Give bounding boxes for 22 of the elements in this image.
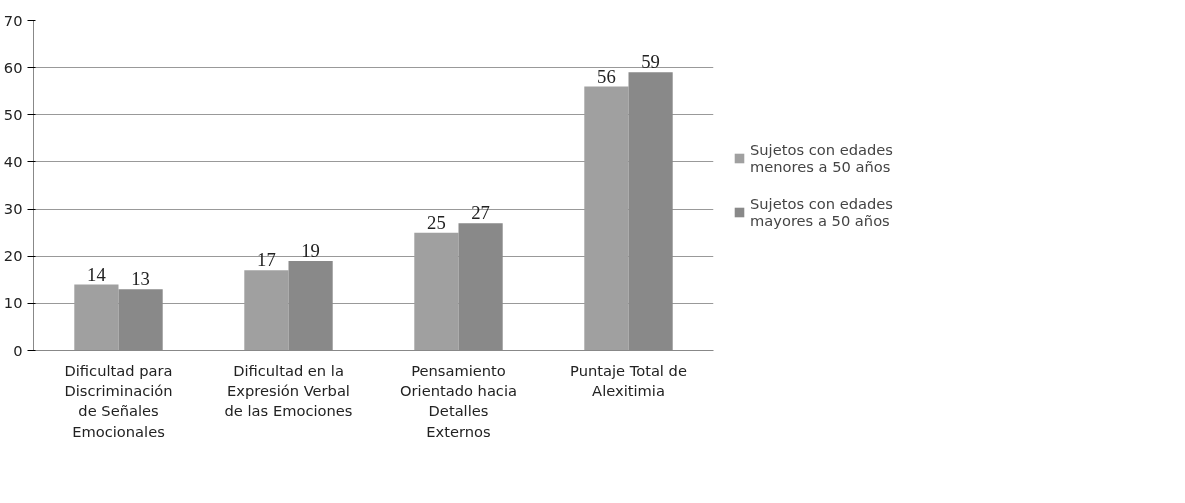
y-tick-label: 50: [3, 105, 23, 123]
legend-label: Sujetos con edades menores a 50 años: [750, 140, 893, 177]
data-label: 19: [301, 239, 320, 261]
y-tick-label: 20: [3, 247, 23, 265]
data-label: 14: [87, 263, 107, 285]
y-tick-label: 70: [3, 11, 23, 29]
y-tick-label: 10: [3, 294, 23, 312]
data-label: 56: [597, 65, 616, 87]
x-tick-label: Dificultad en la Expresión Verbal de las Emociones: [224, 361, 353, 420]
data-label: 17: [257, 249, 276, 271]
y-tick-label: 40: [3, 152, 23, 170]
y-tick-label: 30: [3, 200, 23, 218]
y-tick-label: 60: [3, 58, 23, 76]
y-tick-label: 0: [13, 341, 23, 359]
data-label: 13: [131, 268, 150, 290]
legend-label: Sujetos con edades mayores a 50 años: [750, 194, 893, 231]
x-tick-label: Puntaje Total de Alexitimia: [570, 361, 687, 399]
data-label: 59: [641, 51, 660, 73]
x-tick-label: Pensamiento Orientado hacia Detalles Externos: [400, 361, 517, 440]
data-label: 25: [427, 211, 446, 233]
data-label: 27: [471, 202, 490, 224]
x-tick-label: Dificultad para Discriminación de Señales Emocionales: [64, 361, 173, 440]
